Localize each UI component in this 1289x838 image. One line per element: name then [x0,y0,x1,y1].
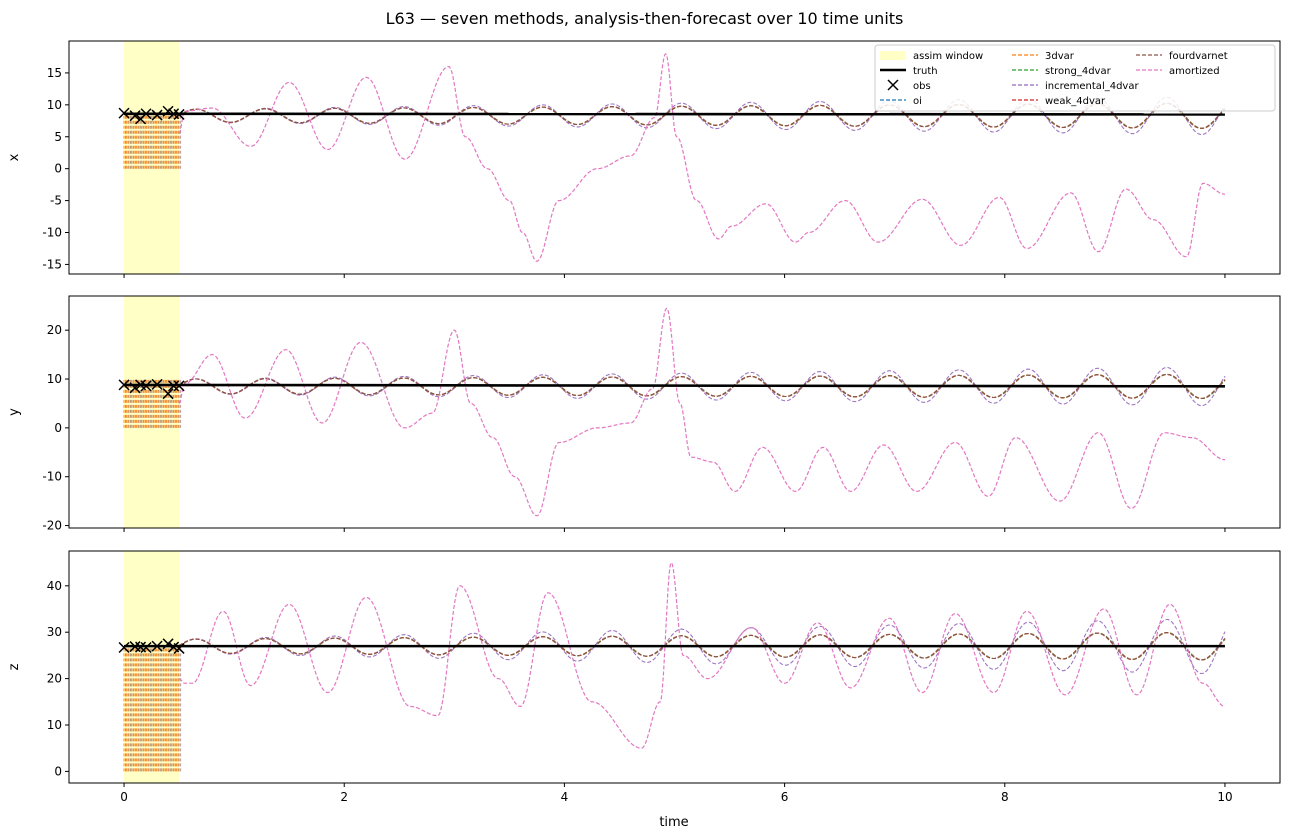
panel-x: -15 -10 -5 0 5 10 15 x [7,40,1281,278]
x-tick-label: 8 [1001,790,1009,804]
obs-marker [151,640,163,652]
legend-marker [887,79,899,91]
axes-frame [68,550,1281,784]
obs-marker [129,382,141,394]
legend-item-oi: oi [880,96,922,107]
series-amortized-line [178,561,1225,749]
legend-item-3dvar: 3dvar [1012,51,1075,62]
y-axis-label: y [7,408,22,416]
legend-swatch [880,51,906,60]
panel-y: -20 -10 0 10 20 y [7,295,1281,533]
spinup-3dvar-line [123,647,180,772]
legend-item-incremental_4dvar: incremental_4dvar [1012,81,1139,92]
x-tick-label: 6 [781,790,789,804]
spinup-3dvar-line [123,113,180,169]
y-tick-label: 10 [47,372,62,386]
y-tick-label: 15 [47,66,62,80]
obs-marker [168,380,180,392]
y-tick-label: -5 [50,194,62,208]
obs-marker [162,388,174,400]
series-fourdvarnet-line [178,373,1226,400]
series-amortized-line [178,307,1225,517]
y-axis-label: z [7,663,22,670]
axes-frame [68,40,1281,275]
obs-marker [162,638,174,650]
legend: assim window truth obs oi 3dvar strong_4dvari… [874,44,1276,112]
x-axis-label: time [659,815,688,830]
y-tick-label: -10 [42,470,62,484]
obs-marker [173,642,185,654]
legend-label: strong_4dvar [1045,66,1112,77]
legend-item-fourdvarnet: fourdvarnet [1136,51,1228,62]
y-tick-label: 20 [47,323,62,337]
obs-marker [129,110,141,122]
legend-box [874,44,1276,112]
legend-label: oi [913,96,922,107]
x-tick-label: 4 [561,790,569,804]
obs-marker [151,378,163,390]
x-tick-label: 2 [340,790,348,804]
panel-z: 0 2 4 6 8 10 0 10 20 30 40 z [7,550,1281,804]
plot-area-x [118,41,1226,274]
obs-marker [118,107,130,119]
legend-item-assim window: assim window [880,51,983,62]
axes-frame [68,295,1281,529]
obs-marker [118,379,130,391]
y-tick-label: 0 [54,162,62,176]
y-tick-label: 0 [54,764,62,778]
series-amortized-line [178,53,1225,262]
figure-title: L63 — seven methods, analysis-then-forec… [386,9,904,28]
legend-item-amortized: amortized [1136,66,1220,77]
assim-window-band [124,551,180,783]
y-tick-label: 30 [47,625,62,639]
obs-marker [118,641,130,654]
plot-area-y [118,296,1226,528]
plot-area-z [118,551,1226,783]
y-tick-label: 5 [54,130,62,144]
obs-marker [173,108,185,120]
y-tick-label: -20 [42,519,62,533]
series-fourdvarnet-line [178,632,1226,661]
y-tick-label: 40 [47,579,62,593]
obs-marker [151,109,163,121]
spinup-fourdvarnet-line [125,113,182,169]
obs-marker [140,641,152,654]
x-tick-label: 0 [120,790,128,804]
series-incremental_4dvar-line [178,96,1226,136]
legend-label: amortized [1169,66,1220,77]
legend-label: assim window [913,51,983,62]
legend-item-weak_4dvar: weak_4dvar [1012,96,1106,107]
y-axis-label: x [7,153,22,161]
series-truth-line [124,112,1225,116]
legend-label: fourdvarnet [1169,51,1228,62]
y-tick-label: 10 [47,718,62,732]
subplot-panels: -15 -10 -5 0 5 10 15 x -20 -10 0 10 20 y 0 2 4 6 8 10 0 10 20 3… [7,40,1281,804]
legend-item-obs: obs [887,79,931,92]
legend-item-truth: truth [880,66,938,77]
y-tick-label: 20 [47,672,62,686]
spinup-fourdvarnet-line [125,647,182,772]
obs-marker [162,105,174,117]
legend-label: weak_4dvar [1045,96,1106,107]
legend-label: incremental_4dvar [1045,81,1139,92]
x-tick-label: 10 [1217,790,1232,804]
legend-label: obs [913,81,931,92]
y-tick-label: -15 [42,257,62,271]
legend-item-strong_4dvar: strong_4dvar [1012,66,1112,77]
series-truth-line [124,383,1225,388]
legend-label: truth [913,66,938,77]
y-tick-label: -10 [42,226,62,240]
legend-label: 3dvar [1045,51,1075,62]
obs-marker [140,108,152,120]
y-tick-label: 10 [47,98,62,112]
obs-marker [173,380,185,392]
y-tick-label: 0 [54,421,62,435]
obs-marker [140,380,152,392]
